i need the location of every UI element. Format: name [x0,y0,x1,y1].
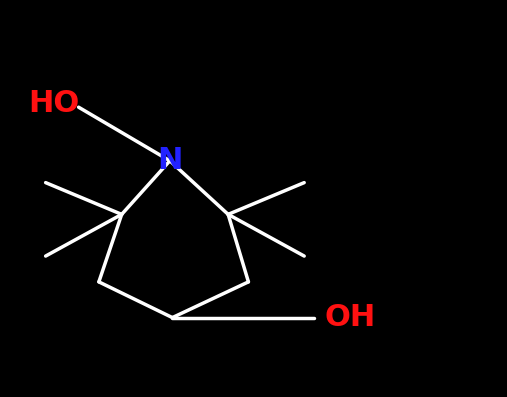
Text: N: N [157,146,183,175]
Text: HO: HO [28,89,79,118]
Text: OH: OH [324,303,376,332]
